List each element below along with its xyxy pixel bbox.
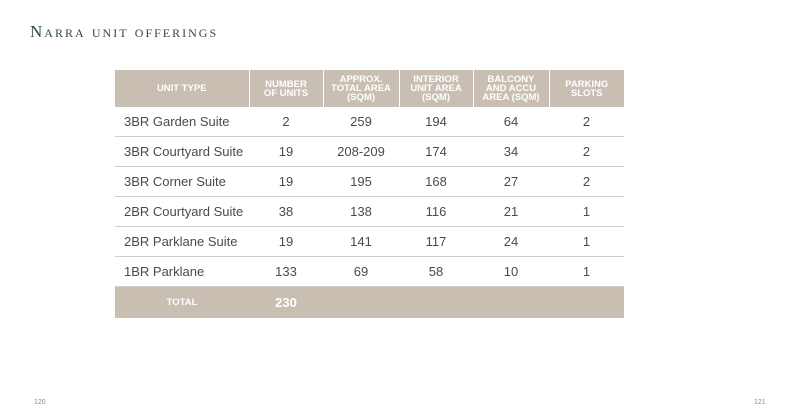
unit-offerings-table: UNIT TYPE NUMBER OF UNITS APPROX. TOTAL … [115, 70, 624, 318]
cell-number-of-units: 19 [249, 166, 323, 197]
page-number-right: 121 [754, 399, 766, 406]
page-number-left: 120 [34, 399, 46, 406]
cell-interior-area: 168 [399, 166, 473, 197]
header-line: TOTAL AREA [331, 83, 391, 94]
cell-unit-type: 3BR Corner Suite [115, 166, 249, 197]
cell-number-of-units: 133 [249, 256, 323, 287]
header-line: (SQM) [422, 92, 450, 103]
total-empty-cell [473, 286, 549, 318]
cell-total-area: 138 [323, 196, 399, 227]
total-empty-cell [399, 286, 473, 318]
cell-unit-type: 2BR Parklane Suite [115, 226, 249, 257]
total-empty-cell [323, 286, 399, 318]
table-row: 1BR Parklane 133 69 58 10 1 [115, 256, 624, 287]
page-title: Narra unit offerings [30, 22, 219, 41]
cell-parking-slots: 2 [549, 136, 624, 167]
cell-balcony-area: 10 [473, 256, 549, 287]
header-line: (SQM) [347, 92, 375, 103]
cell-total-area: 195 [323, 166, 399, 197]
header-row: UNIT TYPE NUMBER OF UNITS APPROX. TOTAL … [115, 70, 624, 107]
cell-unit-type: 1BR Parklane [115, 256, 249, 287]
col-header-balcony-area: BALCONY AND ACCU AREA (SQM) [472, 70, 549, 107]
col-header-parking-slots: PARKING SLOTS [548, 70, 624, 107]
cell-parking-slots: 2 [549, 166, 624, 197]
cell-balcony-area: 21 [473, 196, 549, 227]
header-line: UNIT TYPE [156, 83, 207, 94]
total-value: 230 [249, 286, 323, 318]
col-header-unit-type: UNIT TYPE [115, 70, 249, 107]
cell-number-of-units: 2 [249, 107, 323, 137]
header-line: INTERIOR [413, 74, 459, 85]
cell-interior-area: 117 [399, 226, 473, 257]
cell-number-of-units: 19 [249, 226, 323, 257]
cell-balcony-area: 34 [473, 136, 549, 167]
total-row: TOTAL 230 [115, 286, 624, 318]
cell-balcony-area: 24 [473, 226, 549, 257]
cell-total-area: 208-209 [323, 136, 399, 167]
header-line: APPROX. [339, 74, 383, 85]
table-row: 3BR Garden Suite 2 259 194 64 2 [115, 107, 624, 137]
header-line: UNIT AREA [410, 83, 462, 94]
cell-parking-slots: 1 [549, 226, 624, 257]
header-line: OF UNITS [263, 87, 309, 99]
table-row: 2BR Parklane Suite 19 141 117 24 1 [115, 226, 624, 257]
table-body: 3BR Garden Suite 2 259 194 64 2 3BR Cour… [115, 107, 624, 287]
header-line: NUMBER [265, 78, 307, 90]
header-line: AND ACCU [485, 83, 537, 94]
cell-parking-slots: 1 [549, 256, 624, 287]
cell-total-area: 141 [323, 226, 399, 257]
col-header-number-of-units: NUMBER OF UNITS [248, 70, 323, 107]
cell-balcony-area: 64 [473, 107, 549, 137]
table-row: 3BR Corner Suite 19 195 168 27 2 [115, 166, 624, 197]
table-footer: TOTAL 230 [115, 286, 624, 318]
cell-parking-slots: 2 [549, 107, 624, 137]
col-header-interior-area: INTERIOR UNIT AREA (SQM) [398, 70, 473, 107]
table-row: 2BR Courtyard Suite 38 138 116 21 1 [115, 196, 624, 227]
header-line: PARKING [565, 78, 609, 90]
header-line: SLOTS [570, 87, 603, 99]
cell-unit-type: 2BR Courtyard Suite [115, 196, 249, 227]
cell-interior-area: 58 [399, 256, 473, 287]
table-row: 3BR Courtyard Suite 19 208-209 174 34 2 [115, 136, 624, 167]
total-label: TOTAL [115, 286, 249, 318]
header-line: BALCONY [487, 74, 535, 85]
cell-total-area: 69 [323, 256, 399, 287]
col-header-total-area: APPROX. TOTAL AREA (SQM) [322, 70, 399, 107]
cell-interior-area: 194 [399, 107, 473, 137]
header-line: AREA (SQM) [482, 92, 540, 103]
cell-balcony-area: 27 [473, 166, 549, 197]
cell-number-of-units: 19 [249, 136, 323, 167]
cell-unit-type: 3BR Courtyard Suite [115, 136, 249, 167]
cell-interior-area: 174 [399, 136, 473, 167]
total-empty-cell [549, 286, 624, 318]
cell-total-area: 259 [323, 107, 399, 137]
cell-interior-area: 116 [399, 196, 473, 227]
table-header: UNIT TYPE NUMBER OF UNITS APPROX. TOTAL … [115, 70, 624, 107]
cell-unit-type: 3BR Garden Suite [115, 107, 249, 137]
cell-number-of-units: 38 [249, 196, 323, 227]
cell-parking-slots: 1 [549, 196, 624, 227]
